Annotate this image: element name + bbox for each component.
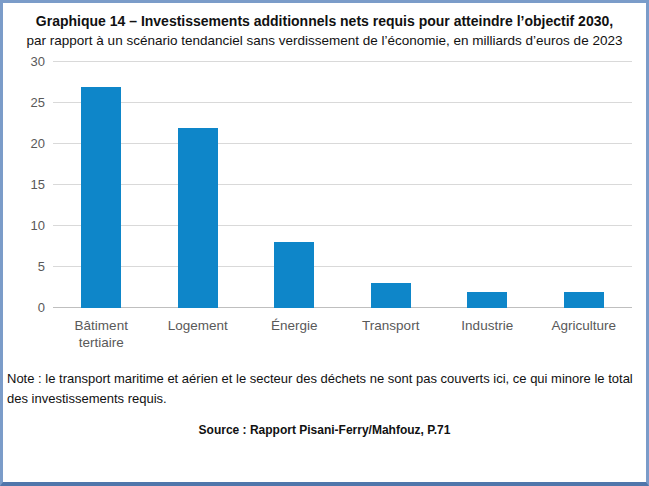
y-tick-label: 5 [5, 259, 45, 275]
gridline [53, 225, 632, 226]
bar--nergie [274, 242, 314, 308]
y-tick-label: 15 [5, 177, 45, 193]
gridline [53, 143, 632, 144]
y-tick-label: 10 [5, 218, 45, 234]
bar-industrie [467, 292, 507, 308]
gridline [53, 184, 632, 185]
chart-title: Graphique 14 – Investissements additionn… [3, 11, 646, 31]
y-tick-label: 25 [5, 95, 45, 111]
bar-chart: 051015202530 Bâtiment tertiaireLogementÉ… [3, 53, 646, 361]
chart-subtitle: par rapport à un scénario tendanciel san… [3, 31, 646, 51]
bar-b-timent-tertiaire [81, 87, 121, 308]
report-figure-frame: Graphique 14 – Investissements additionn… [0, 0, 649, 486]
gridline [53, 102, 632, 103]
source-text: Source : Rapport Pisani-Ferry/Mahfouz, P… [3, 423, 646, 437]
note-text: Note : le transport maritime et aérien e… [3, 369, 646, 409]
x-category-label: Bâtiment tertiaire [53, 317, 150, 361]
bar-transport [371, 283, 411, 308]
bar-agriculture [564, 292, 604, 308]
plot-area: 051015202530 [53, 62, 632, 308]
gridline [53, 266, 632, 267]
x-category-label: Industrie [439, 317, 536, 361]
bar-logement [178, 128, 218, 308]
gridline [53, 61, 632, 62]
x-axis-line [53, 307, 632, 308]
x-category-label: Énergie [246, 317, 343, 361]
y-tick-label: 0 [5, 300, 45, 316]
x-category-label: Transport [343, 317, 440, 361]
x-axis-labels: Bâtiment tertiaireLogementÉnergieTranspo… [53, 313, 632, 361]
x-category-label: Logement [150, 317, 247, 361]
y-tick-label: 30 [5, 54, 45, 70]
x-category-label: Agriculture [536, 317, 633, 361]
y-tick-label: 20 [5, 136, 45, 152]
